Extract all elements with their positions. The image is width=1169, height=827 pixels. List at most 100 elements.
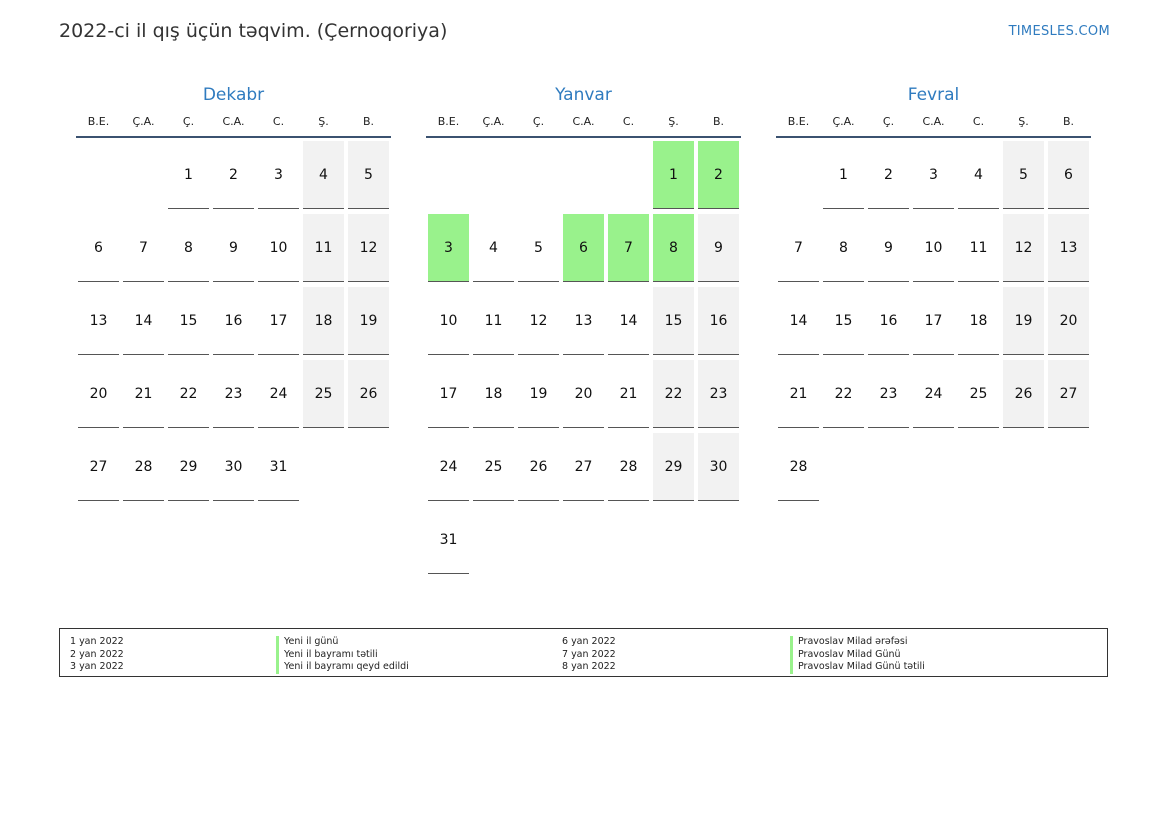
day-cell: 19 <box>348 287 389 355</box>
weekday-label: B.E. <box>437 115 460 128</box>
day-cell: 16 <box>868 287 909 355</box>
day-cell: 14 <box>123 287 164 355</box>
day-cell: 25 <box>958 360 999 428</box>
empty-day-cell <box>563 506 604 574</box>
empty-day-cell <box>778 141 819 209</box>
weekday-label: Ş. <box>668 115 679 128</box>
day-cell: 1 <box>168 141 209 209</box>
day-grid: 1 2 3 4 5 6 7 8 9 10 11 12 13 14 15 16 17 18 19 20 21 22 23 24 2… <box>776 141 1091 506</box>
day-cell: 2 <box>868 141 909 209</box>
empty-day-cell <box>608 506 649 574</box>
day-cell: 12 <box>348 214 389 282</box>
day-cell: 26 <box>1003 360 1044 428</box>
weekday-label: C. <box>272 115 285 128</box>
day-cell: 17 <box>258 287 299 355</box>
day-cell: 12 <box>518 287 559 355</box>
empty-day-cell <box>473 141 514 209</box>
day-cell: 23 <box>213 360 254 428</box>
legend-dates-col1: 1 yan 2022 2 yan 2022 3 yan 2022 <box>70 636 124 674</box>
day-cell: 21 <box>123 360 164 428</box>
day-cell: 28 <box>608 433 649 501</box>
weekday-header: B.E. Ç.A. Ç. C.A. C. Ş. B. <box>426 115 741 138</box>
day-cell: 23 <box>698 360 739 428</box>
empty-day-cell <box>653 506 694 574</box>
day-cell: 22 <box>168 360 209 428</box>
day-cell: 31 <box>428 506 469 574</box>
day-cell: 17 <box>428 360 469 428</box>
empty-day-cell <box>958 433 999 501</box>
weekday-label: B. <box>1062 115 1075 128</box>
day-cell: 3 <box>428 214 469 282</box>
day-cell: 10 <box>258 214 299 282</box>
day-cell: 20 <box>1048 287 1089 355</box>
day-cell: 15 <box>168 287 209 355</box>
empty-day-cell <box>473 506 514 574</box>
weekday-header: B.E. Ç.A. Ç. C.A. C. Ş. B. <box>76 115 391 138</box>
day-cell: 6 <box>563 214 604 282</box>
day-cell: 18 <box>473 360 514 428</box>
week-row: 20 21 22 23 24 25 26 <box>76 360 391 433</box>
empty-day-cell <box>1003 433 1044 501</box>
day-cell: 12 <box>1003 214 1044 282</box>
day-cell: 7 <box>123 214 164 282</box>
day-cell: 8 <box>823 214 864 282</box>
weekday-label: C.A. <box>572 115 595 128</box>
weekday-label: C. <box>622 115 635 128</box>
day-cell: 4 <box>473 214 514 282</box>
day-cell: 9 <box>698 214 739 282</box>
day-grid: 1 2 3 4 5 6 7 8 9 10 11 12 13 14 15 16 17 18 19 20 21 22 23 24 2… <box>426 141 741 579</box>
day-cell: 19 <box>518 360 559 428</box>
day-cell: 13 <box>1048 214 1089 282</box>
empty-day-cell <box>348 433 389 501</box>
week-row: 27 28 29 30 31 <box>76 433 391 506</box>
empty-day-cell <box>303 433 344 501</box>
day-cell: 18 <box>958 287 999 355</box>
week-row: 31 <box>426 506 741 579</box>
holiday-legend: 1 yan 2022 2 yan 2022 3 yan 2022 Yeni il… <box>59 628 1108 677</box>
empty-day-cell <box>823 433 864 501</box>
week-row: 28 <box>776 433 1091 506</box>
page-title: 2022-ci il qış üçün təqvim. (Çernoqoriya… <box>59 20 448 42</box>
day-cell: 21 <box>608 360 649 428</box>
weekday-label: C.A. <box>222 115 245 128</box>
day-cell: 26 <box>518 433 559 501</box>
day-cell: 31 <box>258 433 299 501</box>
legend-holiday-name: Yeni il günü <box>276 636 409 649</box>
weekday-label: C. <box>972 115 985 128</box>
day-cell: 3 <box>258 141 299 209</box>
day-cell: 11 <box>958 214 999 282</box>
day-cell: 10 <box>913 214 954 282</box>
weekday-label: C.A. <box>922 115 945 128</box>
legend-date: 6 yan 2022 <box>562 636 616 647</box>
day-cell: 19 <box>1003 287 1044 355</box>
legend-date: 8 yan 2022 <box>562 661 616 672</box>
day-cell: 26 <box>348 360 389 428</box>
day-cell: 6 <box>1048 141 1089 209</box>
empty-day-cell <box>608 141 649 209</box>
month-name: Dekabr <box>202 85 265 105</box>
day-cell: 21 <box>778 360 819 428</box>
weekday-label: Ç. <box>882 115 895 128</box>
legend-holiday-name: Pravoslav Milad ərəfəsi <box>790 636 925 649</box>
weekday-header: B.E. Ç.A. Ç. C.A. C. Ş. B. <box>776 115 1091 138</box>
day-cell: 16 <box>698 287 739 355</box>
empty-day-cell <box>1048 433 1089 501</box>
weekday-label: B. <box>712 115 725 128</box>
day-grid: 1 2 3 4 5 6 7 8 9 10 11 12 13 14 15 16 17 18 19 20 21 22 23 24 2… <box>76 141 391 506</box>
legend-holiday-name: Pravoslav Milad Günü <box>790 648 925 661</box>
day-cell: 1 <box>653 141 694 209</box>
day-cell: 4 <box>303 141 344 209</box>
weekday-label: B. <box>362 115 375 128</box>
day-cell: 24 <box>258 360 299 428</box>
day-cell: 5 <box>348 141 389 209</box>
brand-link[interactable]: TIMESLES.COM <box>1008 24 1110 39</box>
legend-holiday-name: Pravoslav Milad Günü tətili <box>790 661 925 674</box>
day-cell: 22 <box>823 360 864 428</box>
day-cell: 5 <box>518 214 559 282</box>
weekday-label: Ş. <box>318 115 329 128</box>
day-cell: 29 <box>168 433 209 501</box>
day-cell: 8 <box>168 214 209 282</box>
empty-day-cell <box>518 506 559 574</box>
day-cell: 28 <box>123 433 164 501</box>
